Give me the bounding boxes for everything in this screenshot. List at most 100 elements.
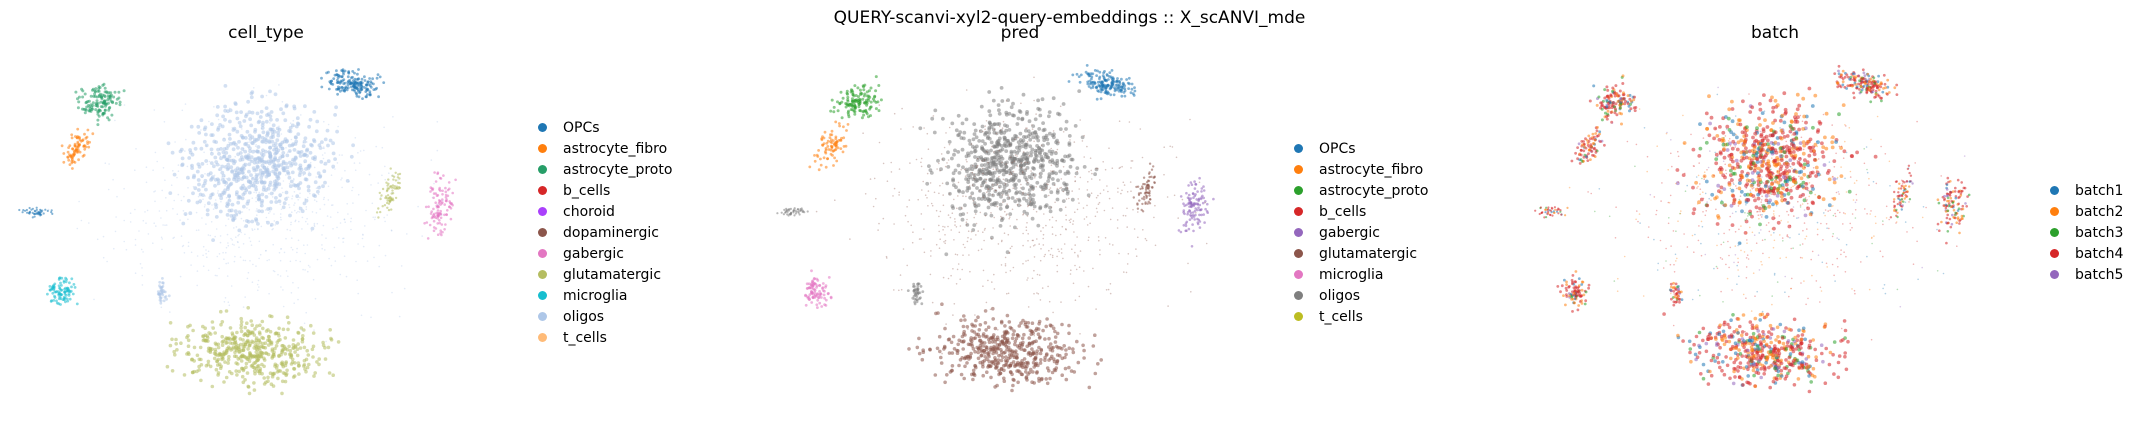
point	[900, 128, 902, 130]
point	[330, 174, 333, 176]
point	[942, 344, 947, 349]
point	[1079, 250, 1082, 252]
point	[208, 364, 213, 369]
point	[1144, 237, 1147, 240]
point	[987, 340, 992, 345]
point	[1022, 135, 1026, 139]
point	[238, 124, 243, 129]
point	[983, 171, 987, 176]
point	[879, 98, 883, 102]
point	[1006, 292, 1008, 295]
point	[433, 182, 435, 185]
point	[58, 276, 62, 280]
point	[823, 296, 826, 300]
point	[94, 108, 98, 112]
point	[984, 130, 989, 135]
point	[1132, 208, 1134, 211]
point	[837, 139, 841, 142]
point	[951, 212, 954, 214]
point	[66, 150, 70, 154]
point	[246, 384, 250, 389]
point	[987, 136, 992, 141]
point	[445, 199, 448, 203]
point	[213, 177, 218, 182]
point	[302, 142, 305, 144]
point	[290, 161, 295, 166]
point	[1027, 240, 1029, 242]
point	[1003, 136, 1007, 141]
point	[974, 204, 978, 209]
point	[205, 252, 207, 255]
point	[990, 162, 995, 167]
point	[983, 212, 988, 217]
point	[1006, 98, 1010, 102]
scatter-panel-1	[776, 64, 1215, 393]
point	[256, 150, 261, 154]
point	[1751, 135, 1755, 140]
point	[145, 166, 148, 168]
point	[1003, 363, 1008, 367]
point	[1011, 101, 1015, 106]
point	[46, 209, 49, 212]
point	[250, 339, 254, 344]
point	[108, 106, 112, 109]
point	[1003, 232, 1006, 234]
point	[243, 332, 247, 336]
point	[68, 281, 71, 285]
point	[853, 84, 857, 88]
point	[237, 120, 242, 125]
point	[1047, 149, 1052, 154]
point	[289, 150, 291, 153]
point	[946, 337, 951, 342]
point	[1023, 348, 1027, 353]
point	[970, 329, 974, 333]
point	[285, 347, 290, 352]
point	[936, 158, 940, 163]
point	[1013, 162, 1018, 167]
point	[1017, 148, 1021, 153]
point	[865, 112, 869, 116]
point	[443, 228, 446, 231]
point	[974, 365, 978, 370]
point	[1063, 243, 1066, 245]
point	[941, 352, 943, 355]
point	[87, 99, 91, 103]
point	[296, 247, 298, 250]
point	[293, 125, 296, 127]
point	[1002, 368, 1006, 373]
point	[853, 112, 857, 116]
point	[935, 346, 940, 351]
point	[921, 290, 925, 293]
point	[991, 193, 995, 198]
point	[282, 305, 285, 308]
point	[288, 204, 290, 206]
point	[991, 174, 996, 179]
point	[993, 189, 998, 194]
point	[1022, 332, 1026, 337]
point	[961, 340, 965, 344]
point	[303, 136, 308, 141]
point	[258, 115, 263, 119]
point	[256, 194, 261, 198]
point	[1083, 156, 1085, 158]
point	[1196, 221, 1200, 224]
point	[330, 204, 333, 206]
point	[357, 95, 361, 99]
point	[311, 344, 316, 349]
point	[332, 204, 334, 206]
point	[268, 371, 273, 376]
point	[957, 338, 961, 343]
point	[238, 151, 243, 155]
point	[1047, 172, 1052, 177]
point	[1035, 180, 1040, 185]
point	[436, 212, 440, 215]
point	[1060, 248, 1063, 250]
point	[257, 289, 259, 292]
point	[210, 320, 215, 324]
point	[211, 238, 216, 243]
point	[1012, 266, 1015, 269]
point	[302, 364, 306, 368]
point	[1026, 129, 1031, 134]
point	[993, 385, 997, 389]
point	[256, 208, 258, 210]
